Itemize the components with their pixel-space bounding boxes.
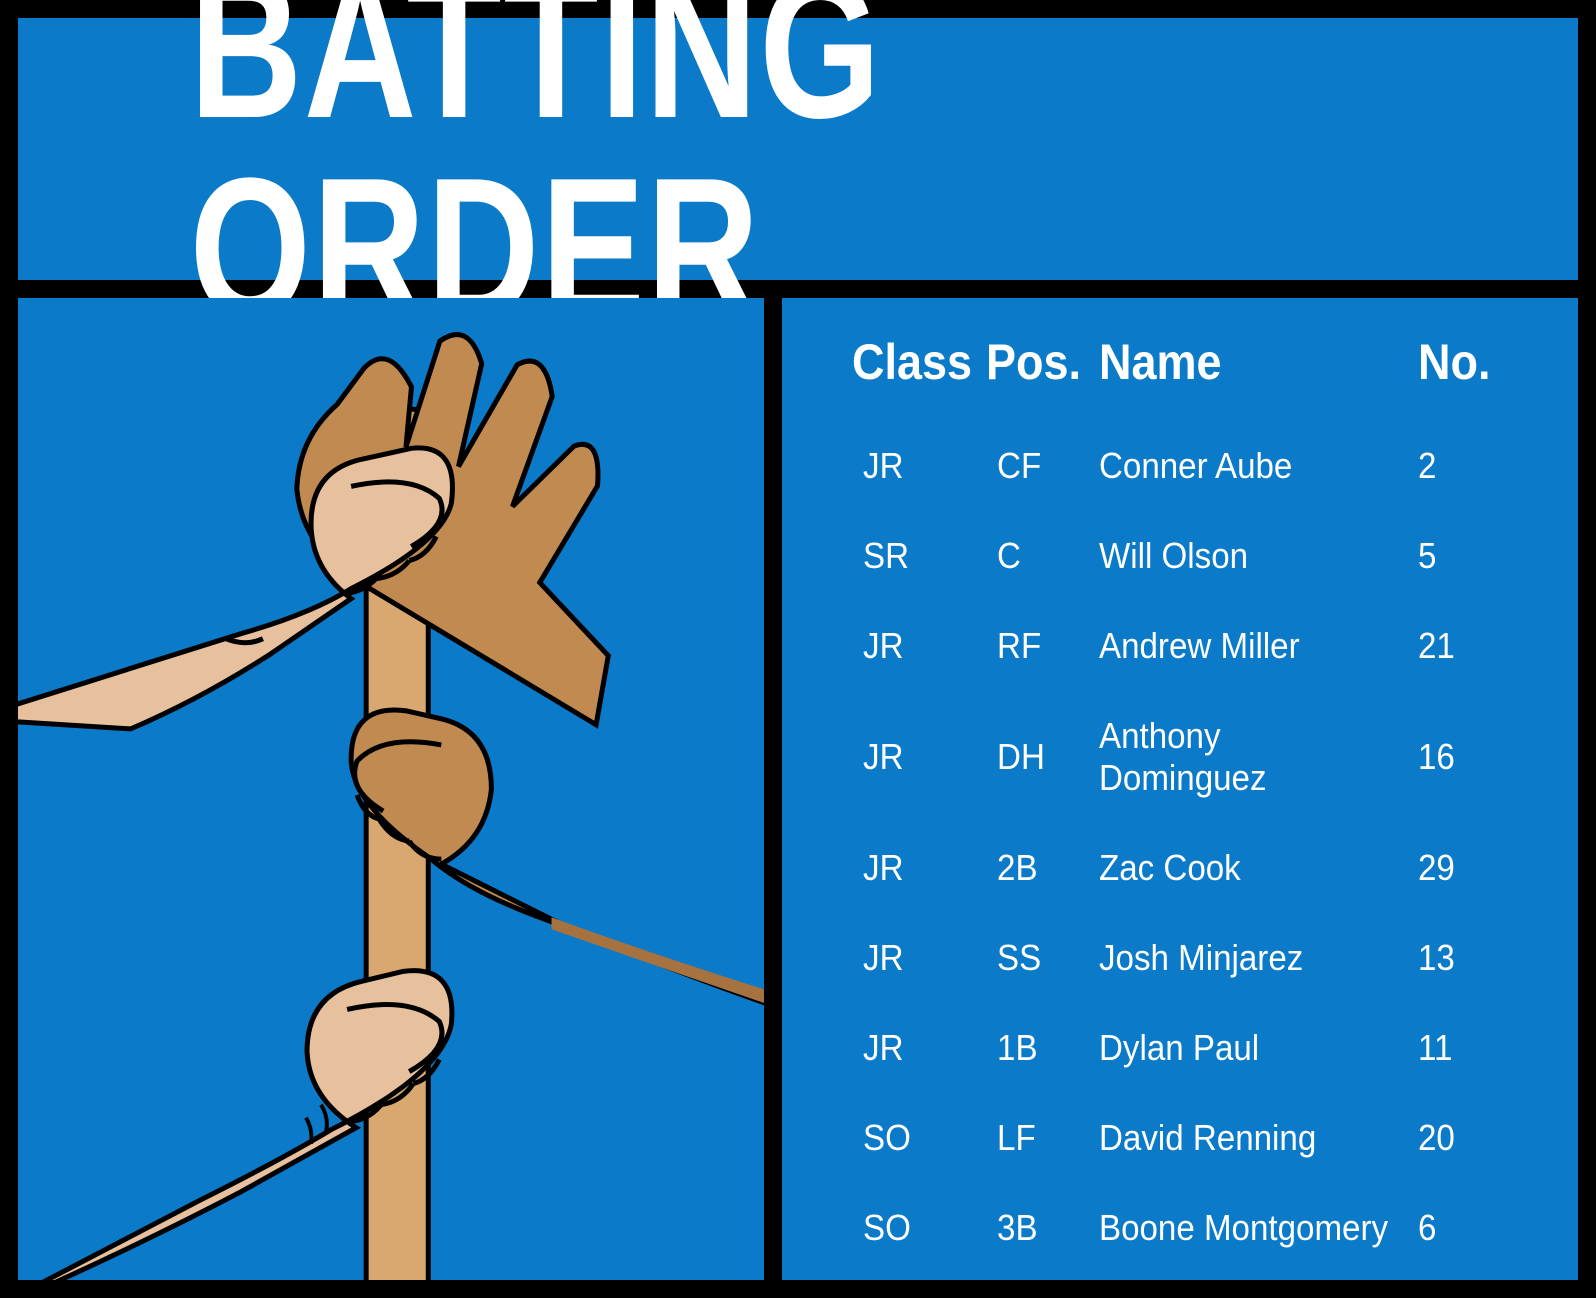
cell-name: Zac Cook <box>1099 823 1393 913</box>
table-row: JR SS Josh Minjarez 13 <box>852 913 1518 1003</box>
cell-no: 11 <box>1418 1003 1510 1093</box>
col-header-class: Class <box>852 333 972 421</box>
table-row: SR C Will Olson 5 <box>852 511 1518 601</box>
cell-class: JR <box>852 913 974 1003</box>
col-header-no: No. <box>1418 333 1508 421</box>
title-bar: BATTING ORDER <box>18 18 1578 298</box>
bat-hands-illustration <box>18 298 782 1280</box>
cell-name: Anthony Dominguez <box>1099 691 1393 823</box>
cell-pos: DH <box>986 691 1090 823</box>
page-title: BATTING ORDER <box>190 0 1407 349</box>
table-row: SO 3B Boone Montgomery 6 <box>852 1183 1518 1273</box>
table-row: JR DH Anthony Dominguez 16 <box>852 691 1518 823</box>
batting-order-card: BATTING ORDER <box>0 0 1596 1298</box>
cell-no: 5 <box>1418 511 1510 601</box>
cell-class: SO <box>852 1183 974 1273</box>
cell-class: JR <box>852 421 974 511</box>
table-row: JR RF Andrew Miller 21 <box>852 601 1518 691</box>
cell-name: Boone Montgomery <box>1099 1183 1393 1273</box>
cell-no: 20 <box>1418 1093 1510 1183</box>
batting-order-table: Class Pos. Name No. JR CF Conner Aube 2 <box>852 333 1518 1273</box>
table-row: SO LF David Renning 20 <box>852 1093 1518 1183</box>
cell-pos: SS <box>986 913 1090 1003</box>
cell-class: SO <box>852 1093 974 1183</box>
lower-row: Class Pos. Name No. JR CF Conner Aube 2 <box>18 298 1578 1280</box>
card-inner: BATTING ORDER <box>18 18 1578 1280</box>
table-body: JR CF Conner Aube 2 SR C Will Olson 5 <box>852 421 1518 1273</box>
table-row: JR 1B Dylan Paul 11 <box>852 1003 1518 1093</box>
cell-name: Conner Aube <box>1099 421 1393 511</box>
cell-class: JR <box>852 601 974 691</box>
table-header-row: Class Pos. Name No. <box>852 333 1518 421</box>
col-header-name: Name <box>1099 333 1387 421</box>
batting-order-table-wrap: Class Pos. Name No. JR CF Conner Aube 2 <box>782 298 1578 1280</box>
cell-class: JR <box>852 1003 974 1093</box>
table-row: JR CF Conner Aube 2 <box>852 421 1518 511</box>
cell-pos: 1B <box>986 1003 1090 1093</box>
col-header-pos: Pos. <box>986 333 1088 421</box>
cell-class: JR <box>852 823 974 913</box>
cell-name: David Renning <box>1099 1093 1393 1183</box>
cell-name: Dylan Paul <box>1099 1003 1393 1093</box>
cell-pos: 3B <box>986 1183 1090 1273</box>
cell-class: SR <box>852 511 974 601</box>
cell-no: 13 <box>1418 913 1510 1003</box>
cell-pos: LF <box>986 1093 1090 1183</box>
cell-name: Josh Minjarez <box>1099 913 1393 1003</box>
cell-pos: CF <box>986 421 1090 511</box>
cell-name: Will Olson <box>1099 511 1393 601</box>
table-row: JR 2B Zac Cook 29 <box>852 823 1518 913</box>
cell-no: 2 <box>1418 421 1510 511</box>
cell-class: JR <box>852 691 974 823</box>
cell-pos: C <box>986 511 1090 601</box>
cell-no: 29 <box>1418 823 1510 913</box>
cell-pos: RF <box>986 601 1090 691</box>
cell-no: 6 <box>1418 1183 1510 1273</box>
cell-pos: 2B <box>986 823 1090 913</box>
cell-no: 16 <box>1418 691 1510 823</box>
cell-name: Andrew Miller <box>1099 601 1393 691</box>
cell-no: 21 <box>1418 601 1510 691</box>
